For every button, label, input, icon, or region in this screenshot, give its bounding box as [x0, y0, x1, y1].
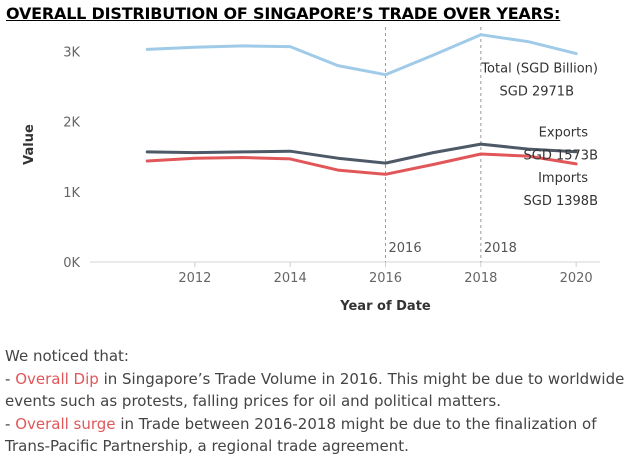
series-line-exports — [145, 142, 578, 165]
note-prefix: - — [5, 369, 16, 388]
x-tick-label: 2020 — [560, 271, 593, 286]
y-tick-label: 0K — [63, 256, 80, 271]
x-tick-label: 2012 — [178, 271, 211, 286]
series-line-imports — [145, 152, 578, 176]
annotation-imports-value: SGD 1398B — [524, 194, 598, 209]
chart-title: OVERALL DISTRIBUTION OF SINGAPORE’S TRAD… — [6, 4, 561, 23]
x-axis-title: Year of Date — [339, 299, 431, 314]
x-tick-label: 2014 — [274, 271, 307, 286]
line-chart: 2012 2014 2016 2018 2020 0K 1K 2K 3K Year of Date… — [22, 27, 600, 314]
y-tick-label: 2K — [63, 116, 80, 131]
reference-line-label: 2018 — [484, 241, 517, 256]
note-item-surge: - Overall surge in Trade between 2016-20… — [5, 413, 630, 458]
y-axis-title: Value — [22, 124, 37, 165]
note-text-dip: in Singapore’s Trade Volume in 2016. Thi… — [5, 369, 625, 411]
y-tick-label: 3K — [63, 46, 80, 61]
note-text-surge: in Trade between 2016-2018 might be due … — [5, 414, 597, 456]
annotation-exports-value: SGD 1573B — [524, 149, 598, 164]
annotation-total-label: Total (SGD Billion) — [480, 62, 598, 77]
note-item-dip: - Overall Dip in Singapore’s Trade Volum… — [5, 368, 630, 413]
x-tick-label: 2018 — [464, 271, 497, 286]
notes-intro: We noticed that: — [5, 347, 129, 365]
annotation-imports-label: Imports — [538, 171, 588, 186]
x-tick-label: 2016 — [369, 271, 402, 286]
note-highlight-dip: Overall Dip — [15, 369, 99, 388]
observations-text: We noticed that: - Overall Dip in Singap… — [5, 345, 630, 458]
annotation-total-value: SGD 2971B — [500, 85, 574, 100]
note-prefix: - — [5, 414, 16, 433]
annotation-exports-label: Exports — [539, 126, 589, 141]
note-highlight-surge: Overall surge — [15, 414, 116, 433]
series-line-total — [145, 33, 578, 77]
reference-line-label: 2016 — [389, 241, 422, 256]
y-tick-label: 1K — [63, 186, 80, 201]
